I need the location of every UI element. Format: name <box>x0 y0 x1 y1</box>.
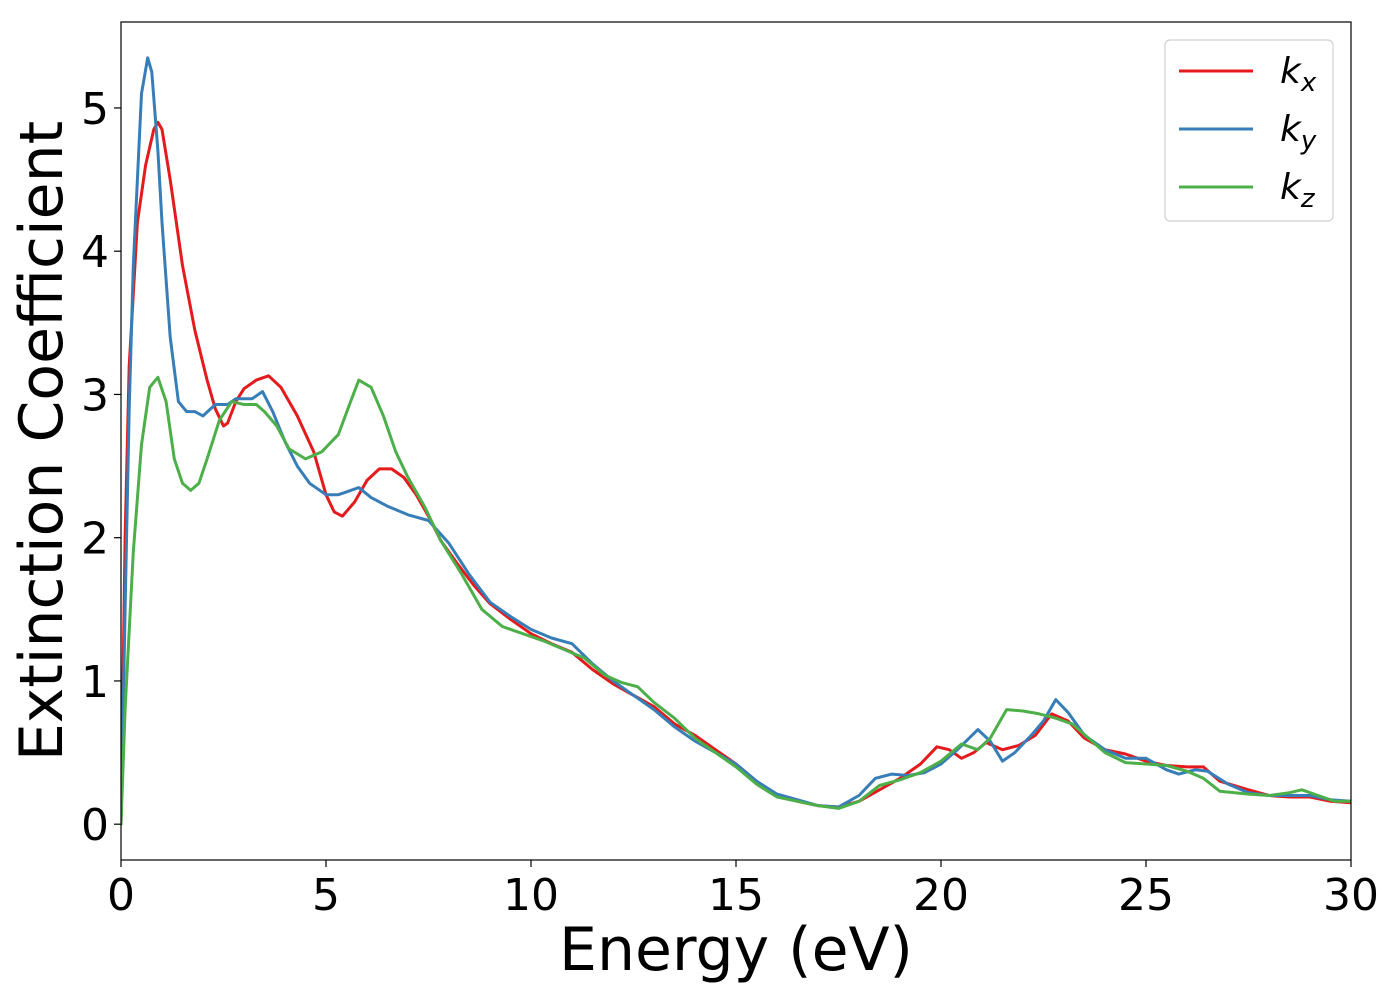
series-line-kz <box>121 375 1351 826</box>
y-tick-label: 5 <box>81 84 109 135</box>
series-line-kx <box>121 120 1351 826</box>
y-tick-label: 0 <box>81 800 109 851</box>
y-tick-label: 2 <box>81 514 109 565</box>
x-tick-label: 20 <box>913 870 969 921</box>
legend: kx ky kz <box>1164 39 1334 222</box>
x-axis-label: Energy (eV) <box>559 915 913 985</box>
legend-label-ky: ky <box>1280 109 1317 156</box>
x-tick-label: 5 <box>312 870 340 921</box>
x-axis-ticks: 0 5 10 15 20 25 30 <box>107 860 1379 921</box>
y-tick-label: 3 <box>81 370 109 421</box>
legend-label-kz: kz <box>1280 167 1316 214</box>
legend-label-kx: kx <box>1280 51 1317 98</box>
x-tick-label: 15 <box>708 870 764 921</box>
series-lines <box>121 56 1351 826</box>
x-tick-label: 0 <box>107 870 135 921</box>
x-tick-label: 10 <box>503 870 559 921</box>
y-axis-label: Extinction Coefficient <box>7 121 77 761</box>
x-tick-label: 30 <box>1323 870 1379 921</box>
y-tick-label: 4 <box>81 227 109 278</box>
y-tick-label: 1 <box>81 657 109 708</box>
y-axis-ticks: 0 1 2 3 4 5 <box>81 84 121 851</box>
x-tick-label: 25 <box>1118 870 1174 921</box>
